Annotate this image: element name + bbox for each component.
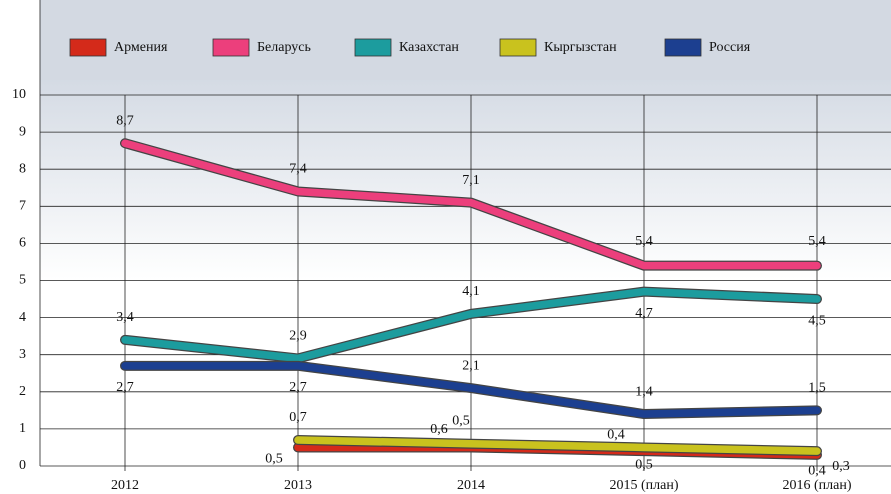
data-label: 4,7: [635, 306, 653, 321]
data-label: 0,4: [808, 463, 826, 478]
legend-swatch: [664, 38, 702, 57]
x-tick-label: 2012: [111, 478, 139, 493]
data-label: 2,1: [462, 358, 480, 373]
data-label: 7,4: [289, 162, 307, 177]
data-label: 0,5: [452, 414, 470, 429]
y-tick-label: 2: [19, 384, 26, 399]
series-line: [121, 362, 821, 418]
x-tick-label: 2016 (план): [782, 478, 851, 493]
y-tick-label: 6: [19, 236, 26, 251]
data-label: 3,4: [116, 310, 134, 325]
y-tick-label: 5: [19, 273, 26, 288]
data-label: 0,3: [832, 459, 850, 474]
y-tick-label: 7: [19, 199, 26, 214]
data-label: 1,5: [808, 381, 826, 396]
data-label: 1,4: [635, 384, 653, 399]
legend-swatch: [212, 38, 250, 57]
data-label: 0,6: [430, 422, 448, 437]
legend-swatch: [499, 38, 537, 57]
x-tick-label: 2014: [457, 478, 485, 493]
legend-swatch: [69, 38, 107, 57]
y-tick-label: 0: [19, 458, 26, 473]
series-line: [294, 436, 821, 455]
data-label: 0,5: [265, 452, 283, 467]
legend-label: Беларусь: [257, 40, 311, 55]
data-label: 2,7: [116, 380, 134, 395]
y-tick-label: 9: [19, 124, 26, 139]
data-label: 0,4: [607, 427, 625, 442]
data-label: 4,1: [462, 284, 480, 299]
data-label: 5,4: [808, 234, 826, 249]
data-label: 5,4: [635, 234, 653, 249]
legend-swatch: [354, 38, 392, 57]
data-label: 8,7: [116, 113, 134, 128]
y-tick-label: 10: [12, 87, 26, 102]
legend-background: [40, 0, 891, 80]
legend-label: Армения: [114, 40, 168, 55]
data-label: 7,1: [462, 173, 480, 188]
data-label: 2,7: [289, 380, 307, 395]
x-tick-label: 2015 (план): [609, 478, 678, 493]
data-label: 0,5: [635, 458, 653, 473]
y-tick-label: 1: [19, 421, 26, 436]
data-label: 4,5: [808, 313, 826, 328]
data-label: 2,9: [289, 329, 307, 344]
x-tick-label: 2013: [284, 478, 312, 493]
legend-label: Кыргызстан: [544, 40, 617, 55]
y-tick-label: 4: [19, 310, 26, 325]
y-tick-label: 8: [19, 161, 26, 176]
series-line: [121, 287, 821, 363]
legend-label: Россия: [709, 40, 751, 55]
data-label: 0,7: [289, 410, 307, 425]
legend-label: Казахстан: [399, 40, 459, 55]
series-line: [121, 139, 821, 270]
y-tick-label: 3: [19, 347, 26, 362]
